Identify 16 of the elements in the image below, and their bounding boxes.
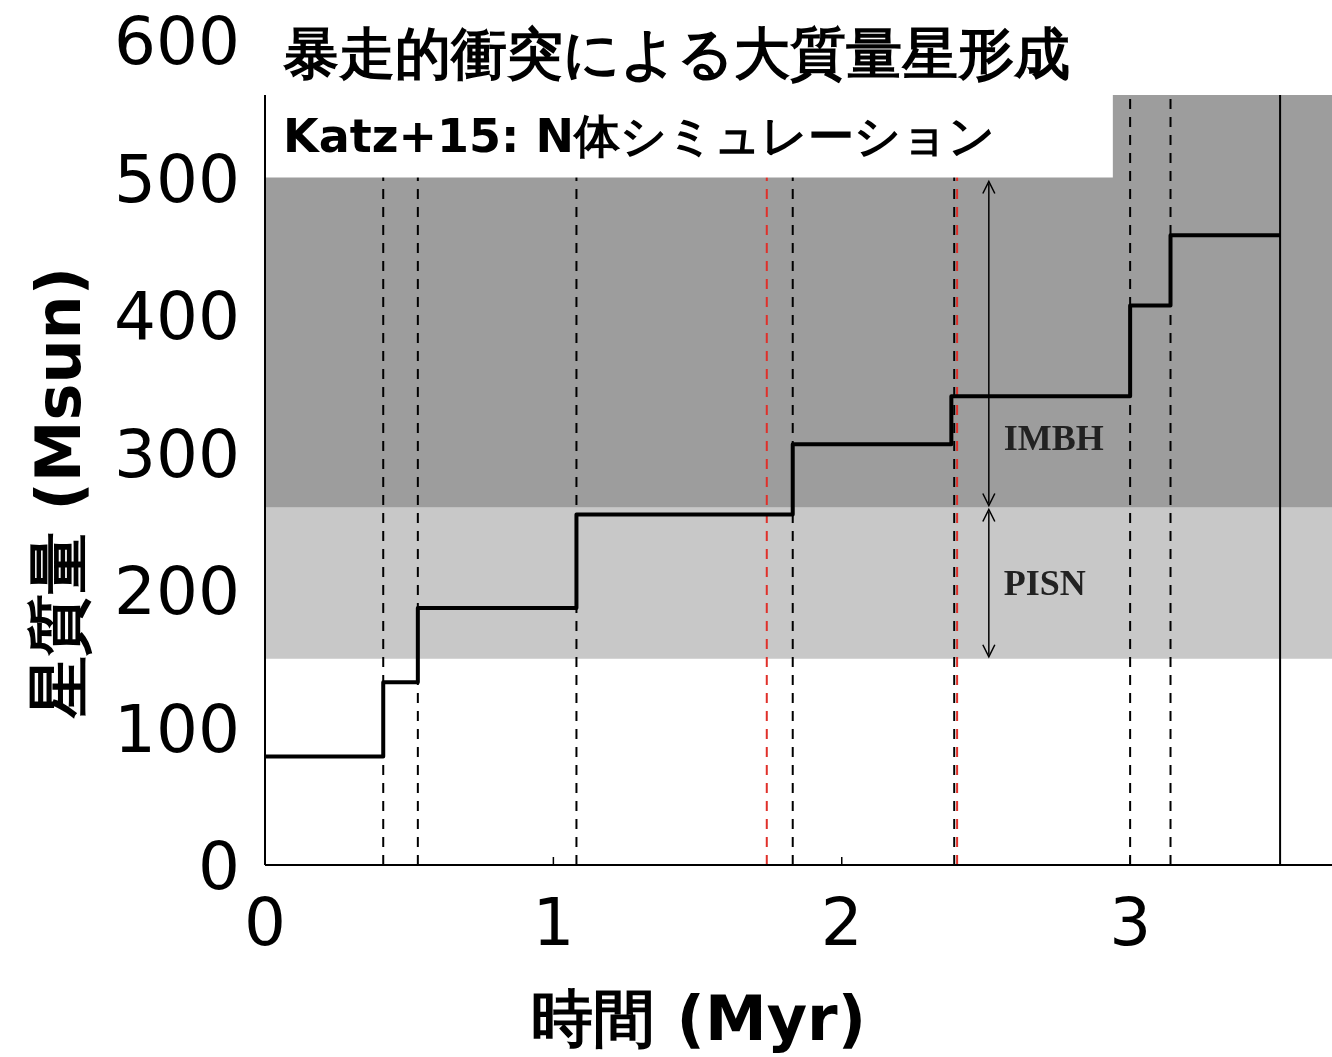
chart-title: 暴走的衝突による大質量星形成	[282, 21, 1070, 86]
y-tick-label: 500	[114, 140, 240, 218]
y-tick-label: 200	[114, 553, 240, 630]
y-tick-label: 0	[198, 828, 240, 905]
x-axis-title: 時間 (Myr)	[531, 982, 866, 1055]
text: Katz+15: N体シミュレーション	[283, 109, 995, 164]
y-tick-label: 400	[114, 278, 240, 355]
x-tick-label: 3	[1109, 884, 1152, 961]
y-axis-title: 星質量 (Msun)	[22, 266, 95, 720]
band-label: PISN	[1003, 563, 1086, 604]
y-tick-label: 300	[114, 415, 240, 493]
x-tick-label: 1	[532, 884, 575, 961]
y-tick-label: 100	[114, 690, 240, 768]
x-tick-label: 2	[820, 884, 863, 961]
y-tick-label: 600	[114, 3, 240, 80]
band-label: IMBH	[1003, 417, 1104, 458]
